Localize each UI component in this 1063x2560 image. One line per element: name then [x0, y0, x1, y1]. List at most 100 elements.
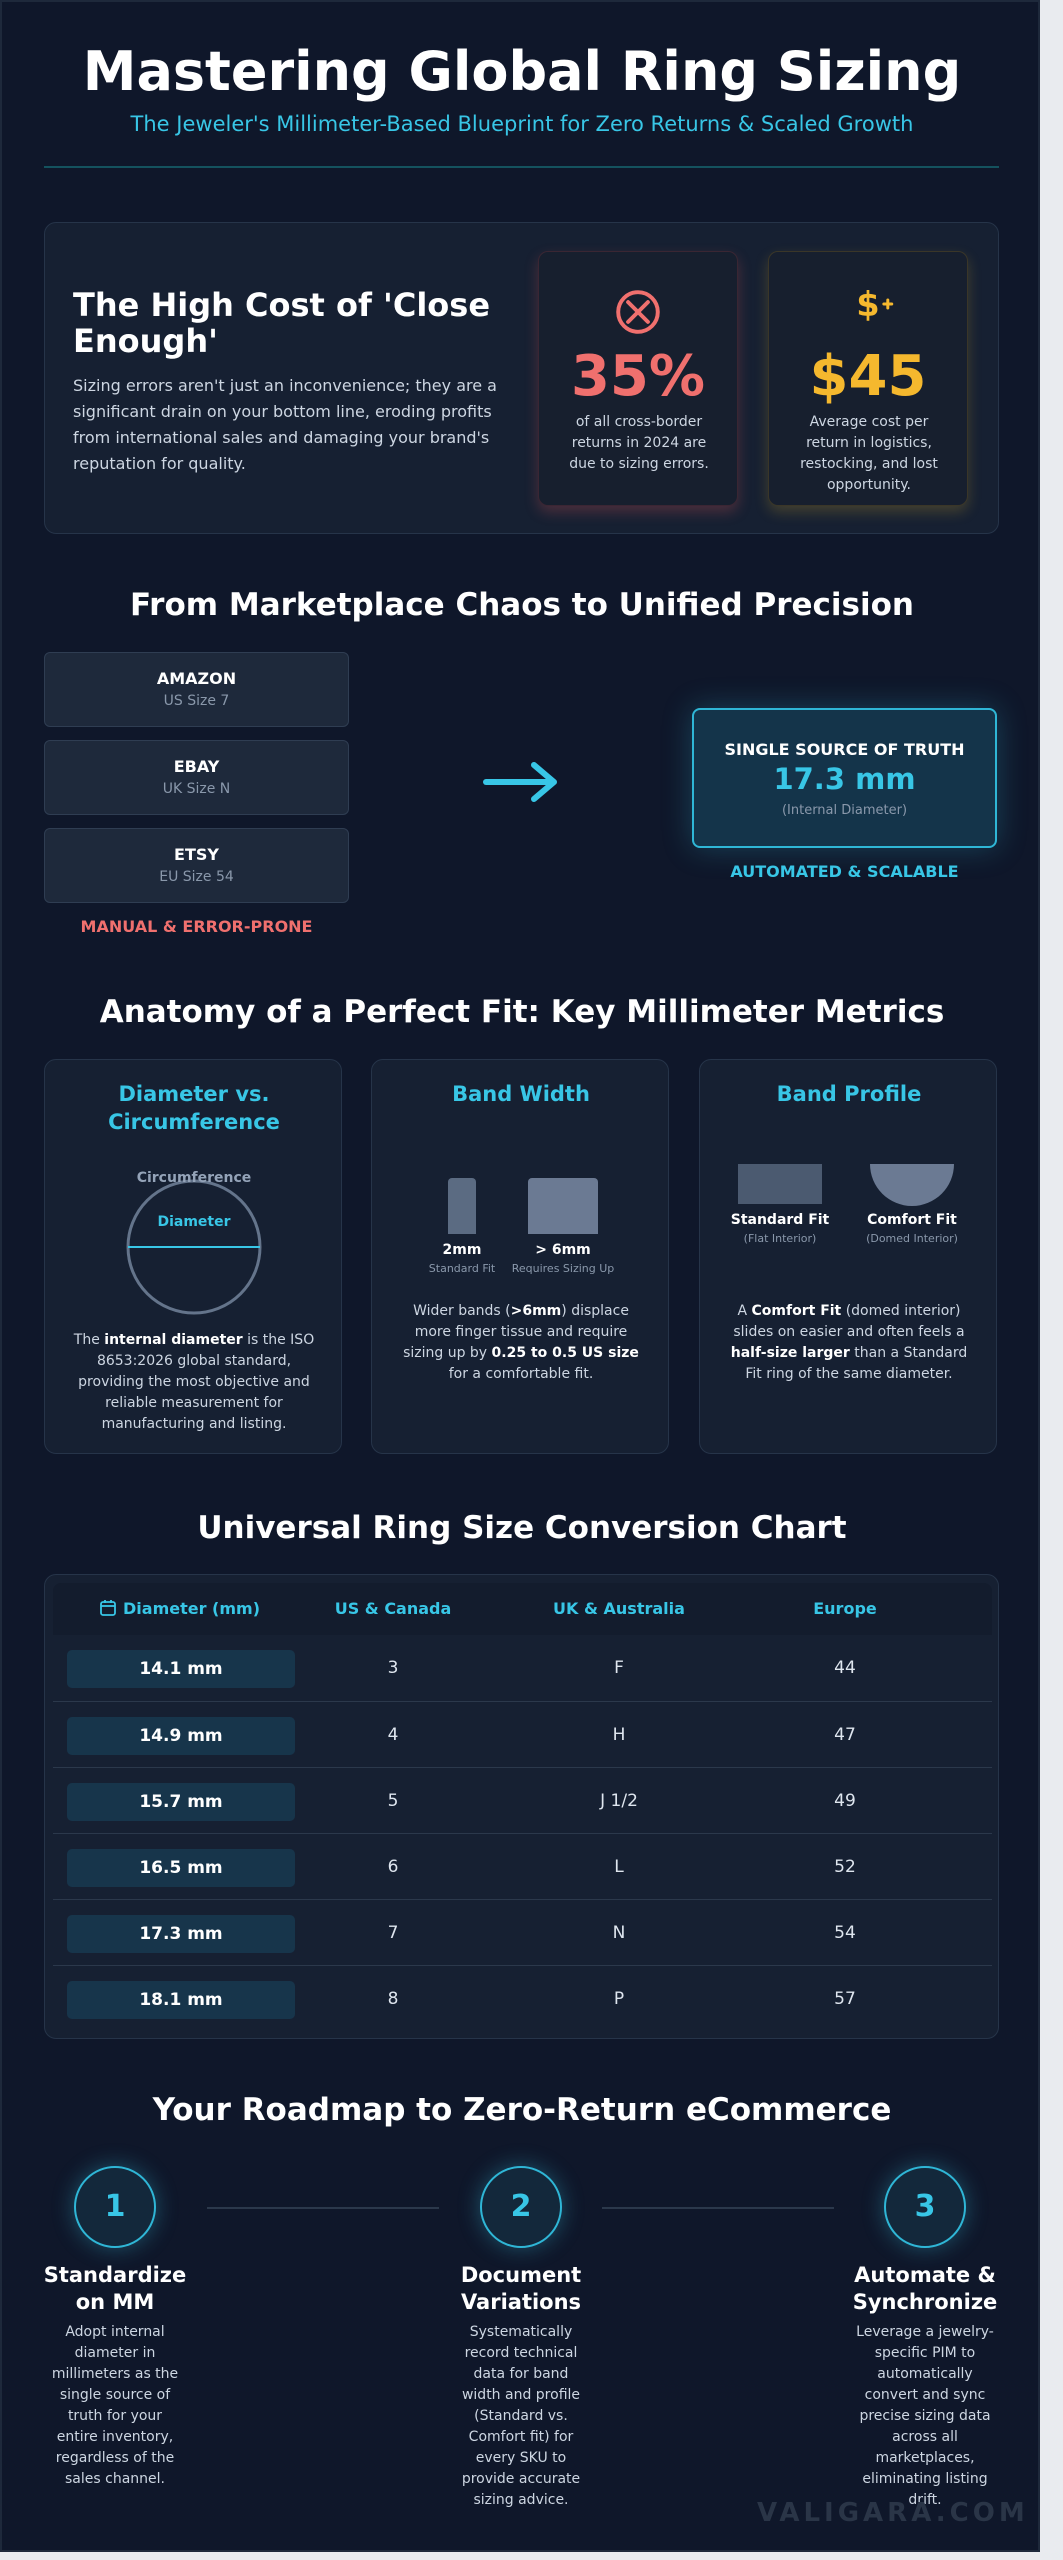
diameter-label: Diameter	[157, 1214, 231, 1230]
watermark: VALIGARA.COM	[757, 2498, 1029, 2528]
step-desc-3: Leverage a jewelry-specific PIM to autom…	[856, 2324, 994, 2508]
uk-cell: P	[613, 1989, 625, 2009]
marketplace-etsy: ETSY EU Size 54	[44, 828, 349, 903]
wide-band-shape	[528, 1178, 598, 1234]
column-header-uk: UK & Australia	[553, 1599, 685, 1618]
eu-cell: 47	[834, 1725, 856, 1745]
card-band-profile: Band Profile Standard Fit (Flat Interior…	[699, 1059, 997, 1454]
unified-section-title: From Marketplace Chaos to Unified Precis…	[129, 587, 914, 623]
single-source-box: SINGLE SOURCE OF TRUTH 17.3 mm (Internal…	[692, 708, 997, 848]
comfort-fit-label: Comfort Fit	[867, 1212, 957, 1228]
circle-x-icon	[616, 290, 660, 334]
stat-card-returns: 35% of all cross-border returns in 2024 …	[538, 251, 738, 506]
us-cell: 3	[387, 1658, 399, 1678]
diameter-cell: 14.1 mm	[67, 1650, 295, 1688]
ring-diagram	[126, 1179, 262, 1315]
page-title: Mastering Global Ring Sizing	[82, 40, 962, 103]
marketplace-name: EBAY	[173, 757, 220, 776]
truth-note: (Internal Diameter)	[781, 803, 908, 818]
marketplace-name: ETSY	[174, 845, 219, 864]
us-cell: 7	[387, 1923, 399, 1943]
marketplace-size: EU Size 54	[159, 869, 234, 885]
stat-value-returns: 35%	[570, 344, 706, 409]
dollar-icon: $	[856, 285, 894, 324]
us-cell: 5	[387, 1791, 399, 1811]
table-row: 17.3 mm 7 N 54	[53, 1899, 992, 1965]
diameter-cell: 18.1 mm	[67, 1981, 295, 2019]
anatomy-section-title: Anatomy of a Perfect Fit: Key Millimeter…	[99, 994, 945, 1030]
domed-profile-shape	[870, 1164, 954, 1206]
narrow-band-shape	[448, 1178, 476, 1234]
eu-cell: 57	[834, 1989, 856, 2009]
step-title-2: Document Variations	[460, 2263, 582, 2314]
uk-cell: L	[614, 1857, 624, 1877]
card-diameter: Diameter vs. Circumference Circumference…	[44, 1059, 342, 1454]
marketplace-size: US Size 7	[163, 693, 230, 709]
card-title: Diameter vs. Circumference	[108, 1082, 280, 1134]
marketplace-ebay: EBAY UK Size N	[44, 740, 349, 815]
uk-cell: J 1/2	[600, 1791, 638, 1811]
step-connector	[207, 2207, 439, 2209]
step-title-3: Automate & Synchronize	[852, 2263, 998, 2314]
narrow-band-sub: Standard Fit	[428, 1262, 496, 1275]
header-divider	[44, 166, 999, 168]
svg-text:$: $	[856, 285, 879, 324]
step-desc-2: Systematically record technical data for…	[461, 2324, 581, 2508]
step-desc-1: Adopt internal diameter in millimeters a…	[51, 2324, 179, 2487]
card-title: Band Profile	[776, 1082, 922, 1106]
eu-cell: 52	[834, 1857, 856, 1877]
card-description: The internal diameter is the ISO 8653:20…	[73, 1332, 315, 1432]
cost-description: Sizing errors aren't just an inconvenien…	[73, 376, 497, 473]
eu-cell: 49	[834, 1791, 856, 1811]
stat-desc-cost: Average cost per return in logistics, re…	[800, 414, 938, 493]
card-description: A Comfort Fit (domed interior) slides on…	[730, 1303, 968, 1382]
table-row: 18.1 mm 8 P 57	[53, 1965, 992, 2031]
wide-band-label: > 6mm	[535, 1242, 591, 1258]
step-title-1: Standardize on MM	[43, 2263, 187, 2314]
us-cell: 6	[387, 1857, 399, 1877]
manual-label: MANUAL & ERROR-PRONE	[80, 917, 313, 936]
circumference-label: Circumference	[136, 1170, 252, 1186]
automated-label: AUTOMATED & SCALABLE	[730, 862, 959, 881]
cost-title: The High Cost of 'Close Enough'	[73, 286, 491, 360]
stat-value-cost: $45	[809, 344, 927, 409]
table-row: 14.1 mm 3 F 44	[53, 1635, 992, 1701]
stat-desc-returns: of all cross-border returns in 2024 are …	[569, 414, 709, 472]
truth-label: SINGLE SOURCE OF TRUTH	[724, 740, 965, 759]
column-header-us: US & Canada	[334, 1599, 452, 1618]
conversion-table: Diameter (mm) US & Canada UK & Australia…	[44, 1574, 999, 2039]
uk-cell: F	[614, 1658, 624, 1678]
diameter-cell: 17.3 mm	[67, 1915, 295, 1953]
diameter-cell: 16.5 mm	[67, 1849, 295, 1887]
step-number-2: 2	[480, 2166, 562, 2248]
comfort-fit-sub: (Domed Interior)	[866, 1232, 958, 1245]
card-description: Wider bands (>6mm) displace more finger …	[403, 1303, 639, 1382]
marketplace-name: AMAZON	[156, 669, 237, 688]
step-number-1: 1	[74, 2166, 156, 2248]
table-row: 15.7 mm 5 J 1/2 49	[53, 1767, 992, 1833]
stat-card-cost: $ $45 Average cost per return in logisti…	[768, 251, 968, 506]
marketplace-size: UK Size N	[162, 781, 231, 797]
roadmap-section-title: Your Roadmap to Zero-Return eCommerce	[152, 2092, 892, 2128]
card-title: Band Width	[452, 1082, 590, 1106]
us-cell: 4	[387, 1725, 399, 1745]
table-row: 16.5 mm 6 L 52	[53, 1833, 992, 1899]
us-cell: 8	[387, 1989, 399, 2009]
uk-cell: N	[612, 1923, 626, 1943]
card-band-width: Band Width 2mm Standard Fit > 6mm Requir…	[371, 1059, 669, 1454]
table-row: 14.9 mm 4 H 47	[53, 1701, 992, 1767]
cost-panel: The High Cost of 'Close Enough' Sizing e…	[44, 222, 999, 534]
table-header	[53, 1583, 992, 1635]
eu-cell: 54	[834, 1923, 856, 1943]
truth-value: 17.3 mm	[773, 762, 916, 796]
wide-band-sub: Requires Sizing Up	[511, 1262, 615, 1275]
column-header-eu: Europe	[813, 1599, 877, 1618]
column-header-diameter: Diameter (mm)	[123, 1599, 261, 1618]
marketplace-amazon: AMAZON US Size 7	[44, 652, 349, 727]
narrow-band-label: 2mm	[442, 1242, 482, 1258]
uk-cell: H	[612, 1725, 626, 1745]
arrow-right-icon	[483, 762, 557, 802]
infographic-page: Mastering Global Ring Sizing The Jeweler…	[0, 0, 1040, 2552]
step-number-3: 3	[884, 2166, 966, 2248]
flat-profile-shape	[738, 1164, 822, 1204]
